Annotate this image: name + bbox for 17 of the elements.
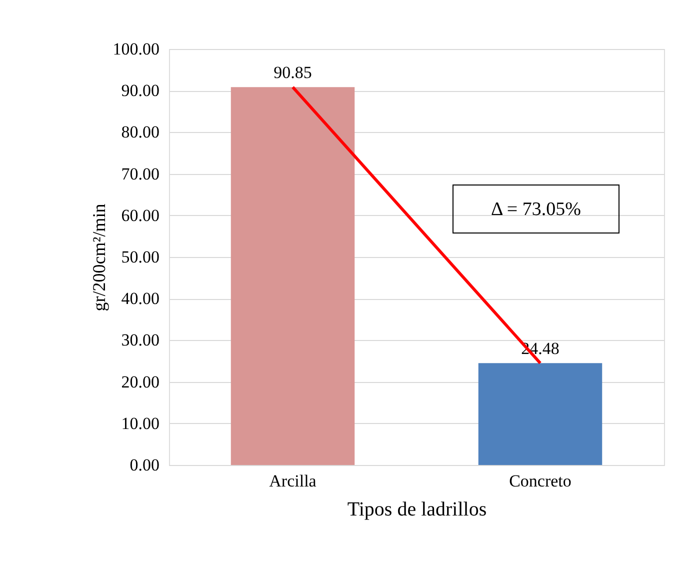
y-tick-label: 50.00 bbox=[121, 248, 160, 266]
y-tick-label: 100.00 bbox=[112, 40, 160, 58]
x-tick-label: Arcilla bbox=[269, 472, 317, 490]
y-tick-label: 80.00 bbox=[121, 122, 160, 142]
annotation: Δ = 73.05% bbox=[491, 199, 582, 220]
y-tick-label: 70.00 bbox=[121, 164, 160, 184]
data-label: 90.85 bbox=[274, 63, 312, 82]
x-axis-title: Tipos de ladrillos bbox=[347, 498, 487, 520]
y-tick-label: 0.00 bbox=[130, 456, 160, 474]
y-axis-title: gr/200cm²/min bbox=[88, 204, 109, 312]
y-tick-label: 90.00 bbox=[121, 81, 160, 100]
y-tick-label: 40.00 bbox=[121, 289, 160, 308]
y-tick-label: 20.00 bbox=[121, 372, 160, 392]
y-tick-label: 30.00 bbox=[121, 330, 160, 350]
y-tick-label: 60.00 bbox=[121, 206, 160, 225]
y-tick-label: 10.00 bbox=[121, 414, 160, 433]
x-tick-label: Concreto bbox=[509, 472, 572, 490]
